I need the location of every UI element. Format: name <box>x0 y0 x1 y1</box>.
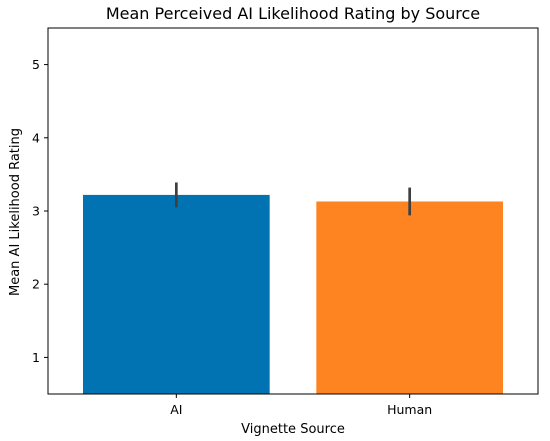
plot-area: AI Human 1 2 3 4 5 <box>32 27 539 417</box>
x-tick-label-human: Human <box>387 402 432 417</box>
y-tick-label-2: 2 <box>32 277 40 292</box>
bar-human <box>316 201 503 394</box>
y-tick-label-3: 3 <box>32 204 40 219</box>
x-axis-label: Vignette Source <box>241 422 345 437</box>
x-tick-label-ai: AI <box>170 402 182 417</box>
plot-frame <box>47 27 539 395</box>
y-tick-label-4: 4 <box>32 130 40 145</box>
y-tick-label-1: 1 <box>32 350 40 365</box>
chart-title: Mean Perceived AI Likelihood Rating by S… <box>106 4 480 23</box>
y-tick-label-5: 5 <box>32 57 40 72</box>
bar-ai <box>83 194 270 394</box>
y-axis-label: Mean AI Likelihood Rating <box>8 128 23 296</box>
